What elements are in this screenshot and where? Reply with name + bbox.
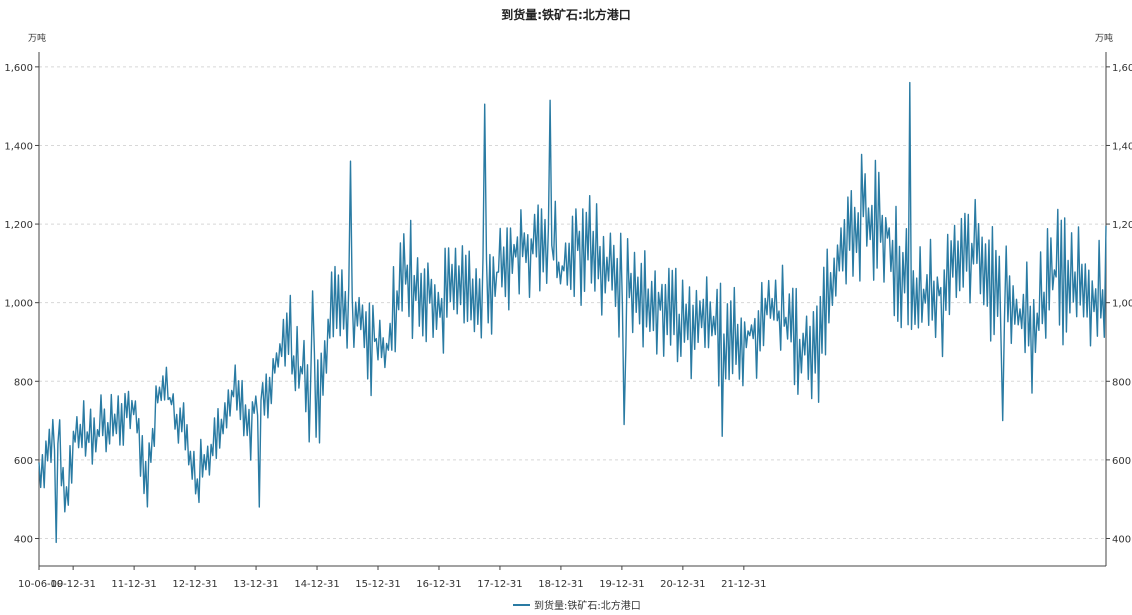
series-line (38, 81, 1107, 544)
left-y-axis: 400 600 800 1,000 1,200 1,400 1,600 (4, 52, 40, 566)
y-tick-label-right: 400 (1112, 534, 1131, 545)
plot-area (38, 81, 1107, 544)
legend-label: 到货量:铁矿石:北方港口 (534, 599, 641, 612)
x-tick-label: 10-12-31 (50, 579, 95, 590)
x-tick-label: 12-12-31 (172, 579, 217, 590)
y-tick-label-right: 1,000 (1112, 299, 1132, 310)
y-tick-label-right: 1,400 (1112, 141, 1132, 152)
x-tick-label: 21-12-31 (721, 579, 766, 590)
y-tick-label-left: 400 (14, 534, 33, 545)
x-tick-label: 18-12-31 (538, 579, 583, 590)
x-tick-label: 14-12-31 (294, 579, 339, 590)
y-tick-label-left: 1,600 (4, 63, 33, 74)
y-tick-label-right: 1,200 (1112, 220, 1132, 231)
y-tick-label-left: 1,200 (4, 220, 33, 231)
y-tick-label-right: 800 (1112, 377, 1131, 388)
right-axis-unit: 万吨 (1095, 32, 1113, 44)
x-tick-label: 16-12-31 (416, 579, 461, 590)
left-axis-unit: 万吨 (28, 32, 46, 44)
x-tick-label: 15-12-31 (355, 579, 400, 590)
y-tick-label-right: 600 (1112, 456, 1131, 467)
y-tick-label-right: 1,60 (1112, 63, 1132, 74)
x-tick-label: 17-12-31 (477, 579, 522, 590)
y-tick-label-left: 1,400 (4, 141, 33, 152)
x-tick-label: 19-12-31 (599, 579, 644, 590)
y-tick-label-left: 1,000 (4, 299, 33, 310)
right-y-axis: 400 600 800 1,000 1,200 1,400 1,60 (1105, 52, 1132, 566)
y-tick-label-left: 600 (14, 456, 33, 467)
x-tick-label: 13-12-31 (233, 579, 278, 590)
y-tick-label-left: 800 (14, 377, 33, 388)
x-tick-label: 11-12-31 (111, 579, 156, 590)
chart-title: 到货量:铁矿石:北方港口 (501, 7, 631, 22)
x-tick-label: 10-06-09 (18, 579, 63, 590)
x-tick-label: 20-12-31 (660, 579, 705, 590)
legend[interactable]: 到货量:铁矿石:北方港口 (513, 599, 641, 612)
